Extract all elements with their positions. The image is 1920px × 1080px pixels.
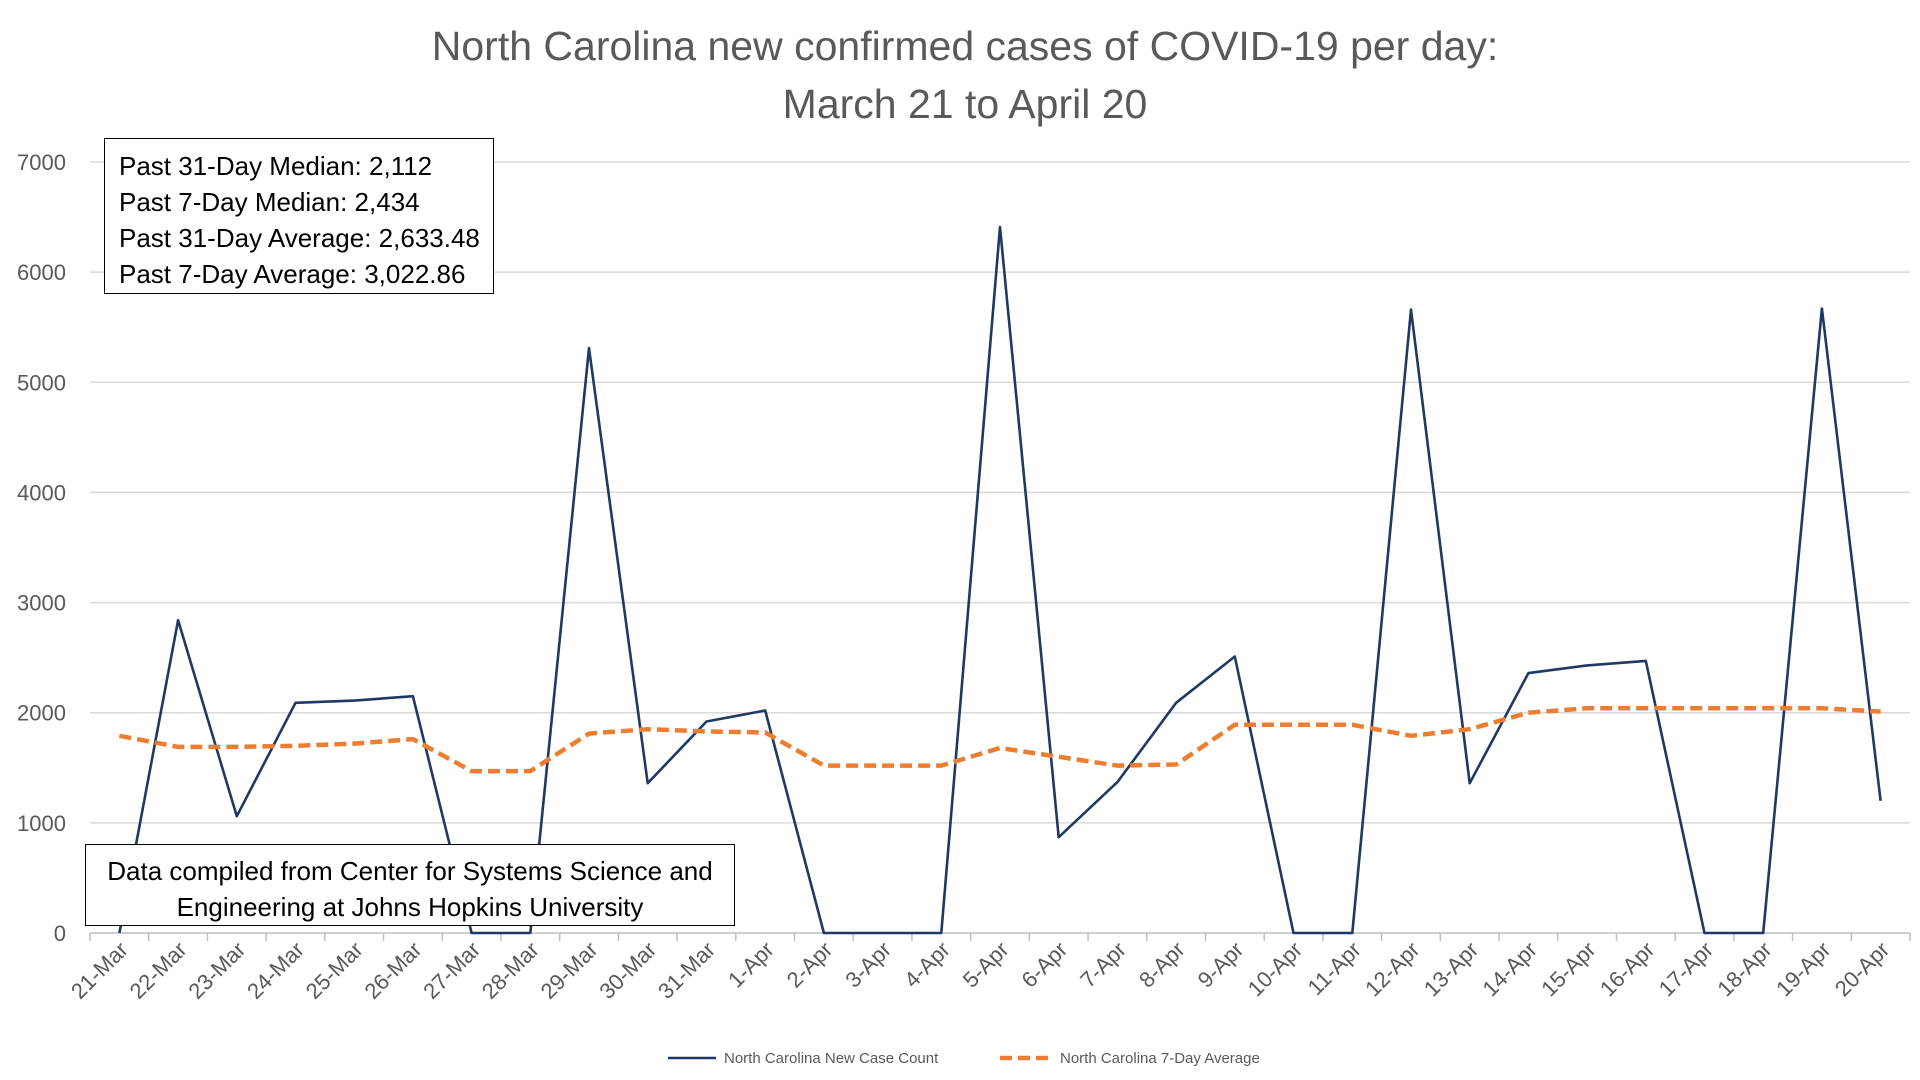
x-tick-label: 26-Mar [359, 937, 426, 1004]
y-tick-label: 6000 [17, 260, 66, 285]
x-tick-label: 15-Apr [1536, 937, 1600, 1001]
y-tick-label: 7000 [17, 150, 66, 175]
x-tick-label: 21-Mar [66, 937, 133, 1004]
series-line-0 [118, 225, 1882, 935]
legend: North Carolina New Case Count North Carol… [668, 1050, 1260, 1067]
x-tick-label: 20-Apr [1830, 937, 1894, 1001]
x-tick-label: 8-Apr [1134, 937, 1190, 993]
x-tick-label: 30-Mar [594, 937, 661, 1004]
y-tick-label: 2000 [17, 701, 66, 726]
x-tick-label: 6-Apr [1017, 937, 1073, 993]
x-tick-label: 23-Mar [183, 937, 250, 1004]
x-tick-label: 25-Mar [301, 937, 368, 1004]
source-annotation-box: Data compiled from Center for Systems Sc… [85, 844, 735, 926]
stat-7-day-average: Past 7-Day Average: 3,022.86 [119, 259, 466, 289]
x-tick-label: 10-Apr [1243, 937, 1307, 1001]
series-line-1 [118, 706, 1881, 774]
x-tick-label: 11-Apr [1303, 937, 1366, 1000]
x-tick-label: 28-Mar [477, 937, 544, 1004]
legend-label-1: North Carolina 7-Day Average [1060, 1050, 1260, 1067]
x-tick-label: 31-Mar [653, 937, 720, 1004]
y-tick-label: 5000 [17, 370, 66, 395]
source-line-2: Engineering at Johns Hopkins University [176, 892, 644, 922]
chart-subtitle: March 21 to April 20 [782, 81, 1148, 127]
x-axis-ticks: 21-Mar22-Mar23-Mar24-Mar25-Mar26-Mar27-M… [66, 933, 1911, 1004]
x-tick-label: 12-Apr [1360, 937, 1424, 1001]
stat-31-day-average: Past 31-Day Average: 2,633.48 [119, 223, 480, 253]
x-tick-label: 29-Mar [536, 937, 603, 1004]
x-tick-label: 4-Apr [899, 937, 955, 993]
y-tick-label: 0 [54, 921, 66, 946]
stat-7-day-median: Past 7-Day Median: 2,434 [119, 187, 420, 217]
x-tick-label: 2-Apr [782, 937, 838, 993]
x-tick-label: 14-Apr [1478, 937, 1542, 1001]
stats-annotation-box: Past 31-Day Median: 2,112 Past 7-Day Med… [104, 138, 494, 294]
y-tick-label: 3000 [17, 591, 66, 616]
x-tick-label: 16-Apr [1595, 937, 1659, 1001]
x-tick-label: 1-Apr [723, 937, 779, 993]
x-tick-label: 27-Mar [418, 937, 485, 1004]
x-tick-label: 9-Apr [1193, 937, 1249, 993]
x-tick-label: 22-Mar [125, 937, 192, 1004]
x-tick-label: 13-Apr [1419, 937, 1483, 1001]
y-tick-label: 4000 [17, 480, 66, 505]
x-tick-label: 17-Apr [1654, 937, 1718, 1001]
x-tick-label: 24-Mar [242, 937, 309, 1004]
x-tick-label: 18-Apr [1712, 937, 1776, 1001]
y-tick-label: 1000 [17, 811, 66, 836]
y-axis-ticks: 0 1000 2000 3000 4000 5000 6000 7000 [17, 150, 66, 946]
x-tick-label: 3-Apr [840, 937, 896, 993]
legend-label-0: North Carolina New Case Count [724, 1050, 939, 1067]
x-tick-label: 19-Apr [1771, 937, 1835, 1001]
stat-31-day-median: Past 31-Day Median: 2,112 [119, 151, 433, 181]
source-line-1: Data compiled from Center for Systems Sc… [107, 856, 713, 886]
series-lines [118, 225, 1882, 935]
chart-title: North Carolina new confirmed cases of CO… [431, 23, 1499, 69]
x-tick-label: 7-Apr [1075, 937, 1131, 993]
x-tick-label: 5-Apr [958, 937, 1014, 993]
